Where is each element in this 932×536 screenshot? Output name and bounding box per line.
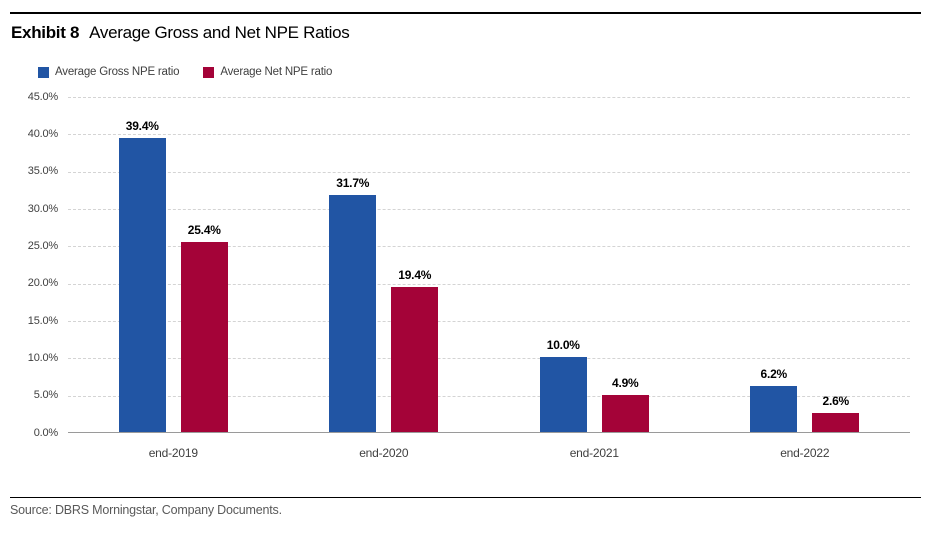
legend-label: Average Gross NPE ratio [55,66,180,78]
y-tick-label: 45.0% [27,90,58,103]
x-axis-baseline [68,432,910,433]
plot-area: 45.0% 40.0% 35.0% 30.0% 25.0% 20.0% 15.0% 10.0%… [0,91,932,460]
bar-value-label: 2.6% [822,393,850,408]
gridline [68,321,910,322]
chart-title: Exhibit 8 Average Gross and Net NPE Ratio… [11,23,350,43]
gridline [68,171,910,173]
bar-value-label: 31.7% [336,176,370,191]
bar-average-net-npe-ratio-end-2022 [812,412,860,432]
legend: Average Gross NPE ratio Average Net NPE r… [38,66,332,78]
x-category-label-end-2020: end-2020 [359,446,409,460]
legend-swatch-icon [203,66,215,78]
legend-label: Average Net NPE ratio [220,66,333,78]
bar-value-label: 4.9% [611,376,639,391]
bar-average-net-npe-ratio-end-2019 [180,242,228,432]
bar-average-net-npe-ratio-end-2021 [601,395,649,432]
y-tick-label: 5.0% [33,389,58,402]
bar-average-net-npe-ratio-end-2020 [391,287,439,432]
gridline [68,395,910,397]
bar-value-label: 39.4% [125,118,159,133]
y-tick-label: 25.0% [27,239,58,252]
gridline [68,209,910,210]
gridline [68,134,910,136]
gridline [68,358,910,360]
bar-value-label: 25.4% [187,223,221,238]
y-tick-label: 35.0% [27,165,58,178]
legend-item-average-gross-npe-ratio: Average Gross NPE ratio [38,66,180,78]
bar-value-label: 6.2% [760,366,788,381]
exhibit-number-label: Exhibit 8 [11,23,80,42]
bar-average-gross-npe-ratio-end-2019 [118,137,166,432]
bottom-divider [10,497,921,498]
top-divider [10,12,921,14]
y-tick-label: 30.0% [27,202,58,215]
gridline [68,97,910,98]
bar-value-label: 10.0% [546,338,580,353]
y-tick-label: 10.0% [27,351,58,364]
gridline [68,283,910,285]
legend-swatch-icon [38,66,49,78]
y-tick-label: 15.0% [27,314,58,327]
bar-average-gross-npe-ratio-end-2022 [750,385,798,432]
bar-value-label: 19.4% [398,268,432,283]
source-note: Source: DBRS Morningstar, Company Docume… [10,503,282,517]
y-tick-label: 20.0% [27,277,58,290]
bar-average-gross-npe-ratio-end-2020 [329,195,377,432]
y-tick-label: 0.0% [33,426,58,439]
x-category-label-end-2021: end-2021 [569,446,619,460]
x-category-label-end-2022: end-2022 [780,446,830,460]
bar-average-gross-npe-ratio-end-2021 [539,357,587,432]
chart-title-text: Average Gross and Net NPE Ratios [89,23,350,42]
y-tick-label: 40.0% [27,127,58,140]
gridline [68,246,910,248]
x-category-label-end-2019: end-2019 [148,446,198,460]
legend-item-average-net-npe-ratio: Average Net NPE ratio [203,66,332,78]
